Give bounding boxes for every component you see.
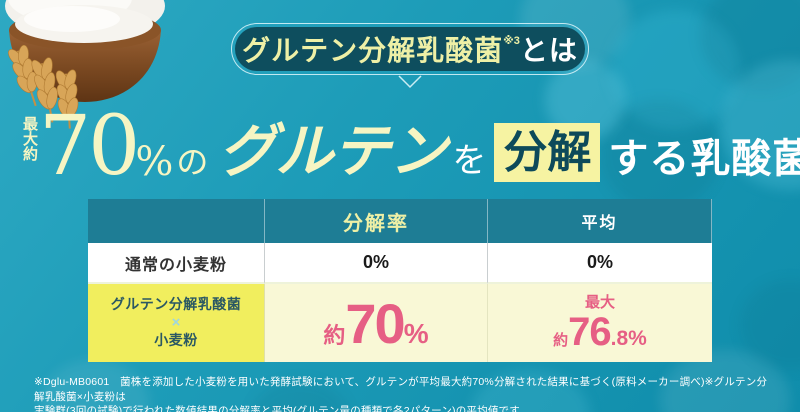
badge-suffix-text: とは — [519, 35, 578, 66]
table-row-normal-label: 通常の小麦粉 — [88, 243, 265, 284]
badge-footnote-marker: ※3 — [503, 34, 520, 47]
wheat-icon — [8, 44, 79, 129]
headline-tail: する乳酸菌です — [608, 135, 800, 182]
badge-pointer-icon — [398, 75, 422, 89]
headline-highlight-decompose: 分解 — [494, 123, 601, 182]
table-header-rate: 分解率 — [265, 199, 488, 243]
multiply-icon: × — [171, 313, 181, 331]
table-row-lab-rate: 約 70 % — [265, 284, 488, 362]
footnote-line-1: ※Dglu-MB0601 菌株を添加した小麦粉を用いた発酵試験において、グルテン… — [34, 376, 768, 403]
headline-percent: % — [135, 139, 174, 185]
headline-particle-no: の — [176, 143, 209, 181]
footnote: ※Dglu-MB0601 菌株を添加した小麦粉を用いた発酵試験において、グルテン… — [34, 375, 776, 412]
table-row-normal-rate: 0% — [265, 243, 488, 284]
main-headline: 最大約 70 % の グルテン を 分解 する乳酸菌です — [21, 96, 800, 194]
badge-title-text: グルテン分解乳酸菌 — [242, 35, 504, 66]
comparison-table: 分解率 平均 通常の小麦粉 0% 0% グルテン分解乳酸菌 × 小麦粉 約 70… — [88, 199, 712, 362]
headline-number: 70 — [39, 98, 140, 194]
table-row-normal-average: 0% — [488, 243, 712, 284]
table-row-lab-label: グルテン分解乳酸菌 × 小麦粉 — [88, 284, 265, 362]
tablet-decor — [600, 100, 720, 210]
table-header-average: 平均 — [488, 199, 712, 243]
table-row-lab-average: 最大 約 76 .8% — [488, 284, 712, 362]
headline-particle-wo: を — [452, 141, 487, 181]
headline-max-approx: 最大約 — [21, 116, 39, 161]
footnote-line-2: 実験群(3回の試験)で行われた数値結果の分解率と平均(グルテン量の種類で各2パタ… — [34, 405, 530, 412]
title-badge: グルテン分解乳酸菌 ※3 とは — [231, 23, 589, 89]
title-badge-pill: グルテン分解乳酸菌 ※3 とは — [235, 27, 585, 71]
flour-bowl-image — [5, 0, 165, 129]
tablet-decor — [610, 10, 740, 130]
table-header-empty — [88, 199, 265, 243]
headline-gluten: グルテン — [218, 117, 447, 185]
